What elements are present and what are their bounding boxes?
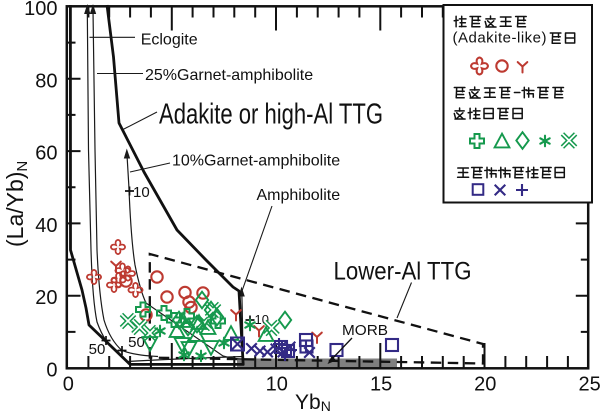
svg-text:40: 40	[35, 215, 57, 237]
svg-text:25%Garnet-amphibolite: 25%Garnet-amphibolite	[145, 67, 313, 84]
svg-text:100: 100	[24, 0, 57, 20]
svg-text:Adakite or high-Al TTG: Adakite or high-Al TTG	[159, 99, 383, 131]
svg-text:25: 25	[578, 374, 600, 396]
svg-text:60: 60	[35, 143, 57, 165]
svg-text:20: 20	[35, 287, 57, 309]
svg-text:Lower-Al TTG: Lower-Al TTG	[334, 258, 472, 286]
svg-text:80: 80	[35, 70, 57, 92]
svg-text:(La/Yb)N: (La/Yb)N	[2, 161, 31, 247]
svg-text:MORB: MORB	[342, 322, 388, 339]
svg-text:Eclogite: Eclogite	[141, 32, 198, 49]
svg-text:10: 10	[133, 184, 150, 201]
svg-text:20: 20	[474, 374, 496, 396]
svg-text:Amphibolite: Amphibolite	[257, 187, 341, 204]
svg-text:50: 50	[128, 334, 145, 351]
svg-text:0: 0	[46, 360, 57, 382]
svg-text:10%Garnet-amphibolite: 10%Garnet-amphibolite	[172, 153, 340, 170]
svg-text:50: 50	[89, 341, 106, 358]
svg-text:0: 0	[63, 374, 74, 396]
svg-text:(Adakite-like): (Adakite-like)	[453, 30, 548, 47]
svg-text:10: 10	[266, 374, 288, 396]
svg-text:15: 15	[370, 374, 392, 396]
svg-text:YbN: YbN	[295, 391, 331, 414]
